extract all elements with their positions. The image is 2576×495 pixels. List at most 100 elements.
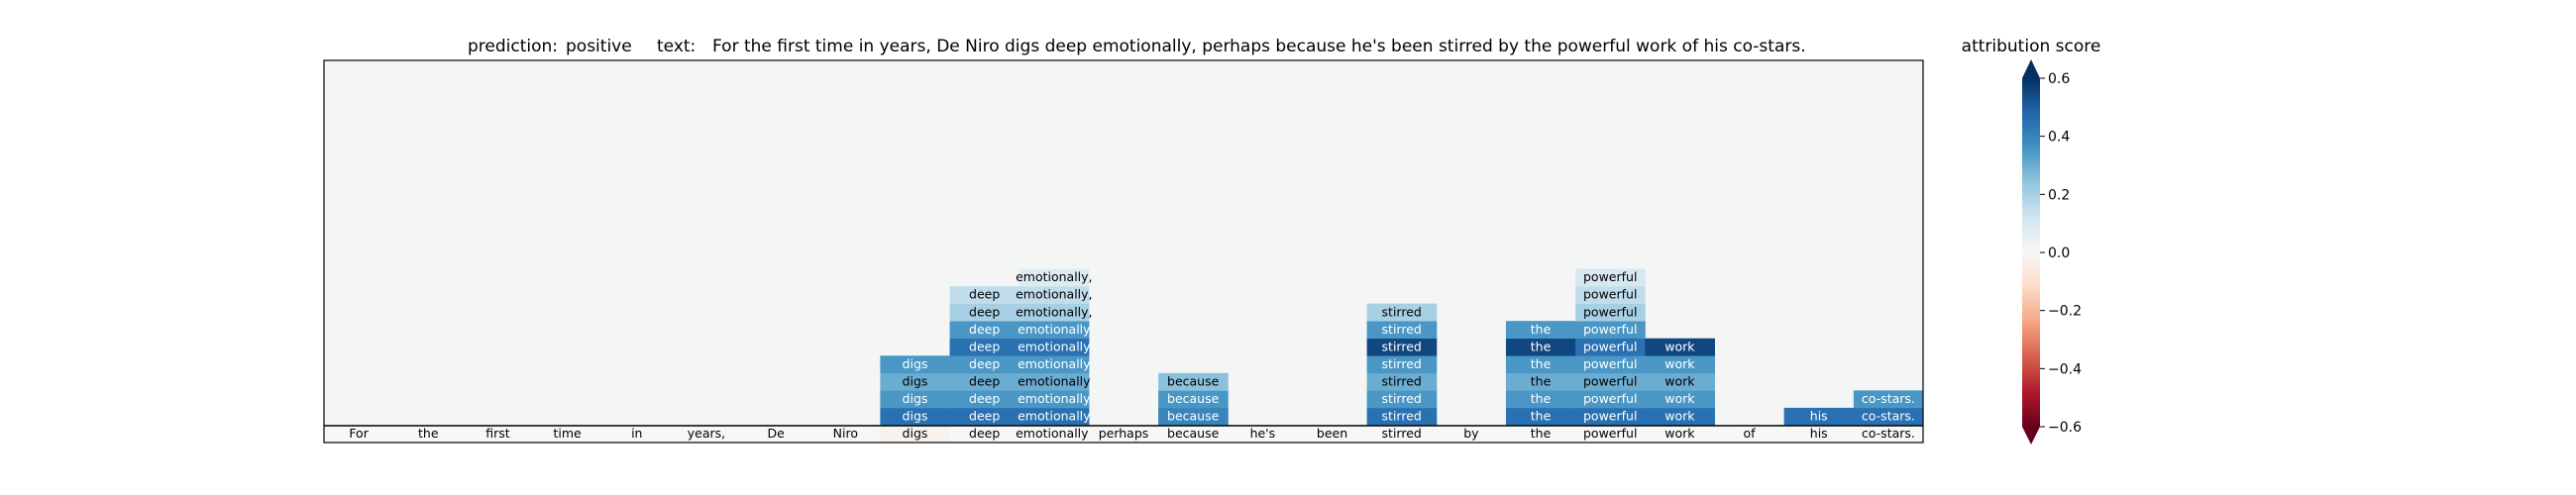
cell-label: work (1664, 356, 1695, 371)
token-label: the (1531, 426, 1552, 441)
cell-label: digs (903, 373, 928, 388)
cell-label: because (1167, 373, 1220, 388)
token-label: De (767, 426, 785, 441)
token-cell (1228, 425, 1298, 443)
attribution-cell (1019, 390, 1090, 409)
cell-label: the (1531, 373, 1552, 388)
cell-label: the (1531, 322, 1552, 337)
token-label: been (1317, 426, 1347, 441)
cell-label: powerful (1583, 356, 1637, 371)
cell-label: deep (969, 409, 1000, 424)
token-cell (601, 425, 673, 443)
attribution-cell (1158, 390, 1229, 409)
heatmap-plot: digs deep emotionally because stirred the powe… (323, 59, 1924, 444)
attribution-cell (1853, 407, 1924, 426)
token-label: he's (1250, 426, 1276, 441)
token-cell (1019, 425, 1090, 443)
cell-label: the (1531, 339, 1552, 353)
token-label: Niro (833, 426, 858, 441)
attribution-cell (1645, 407, 1715, 426)
colorbar-tick-label: −0.4 (2048, 361, 2082, 377)
cell-label: deep (969, 356, 1000, 371)
plot-frame (323, 59, 1924, 444)
attribution-cell (880, 372, 951, 391)
token-cell (1436, 425, 1507, 443)
colorbar-extend-max (2022, 59, 2040, 78)
token-cell (463, 425, 534, 443)
cell-label: deep (969, 304, 1000, 319)
attribution-cell (1575, 286, 1646, 304)
token-label: his (1810, 426, 1828, 441)
heatmap-cells: digs deep emotionally because stirred the powe… (880, 268, 1924, 426)
token-label: first (485, 426, 510, 441)
attribution-cell (1366, 407, 1438, 426)
token-label: For (349, 426, 369, 441)
cell-label: work (1664, 409, 1695, 424)
token-label: stirred (1382, 426, 1422, 441)
attribution-cell (949, 390, 1020, 409)
attribution-cell (1575, 372, 1646, 391)
attribution-cell (1019, 407, 1090, 426)
colorbar-title: attribution score (1962, 37, 2101, 56)
attribution-cell (1019, 268, 1090, 287)
cell-label: stirred (1382, 304, 1422, 319)
cell-label: work (1664, 339, 1695, 353)
cell-label: powerful (1583, 373, 1637, 388)
cell-label: work (1664, 391, 1695, 406)
attribution-cell (1645, 338, 1715, 356)
attribution-cell (1505, 390, 1576, 409)
token-cell (1297, 425, 1368, 443)
cell-label: digs (903, 391, 928, 406)
cell-label: the (1531, 356, 1552, 371)
cell-label: because (1167, 409, 1220, 424)
attribution-cell (1019, 372, 1090, 391)
cell-label: work (1664, 373, 1695, 388)
token-cell (880, 425, 951, 443)
colorbar-extend-min (2022, 427, 2040, 445)
attribution-cell (1853, 390, 1924, 409)
attribution-cell (1575, 321, 1646, 340)
cell-label: emotionally, (1016, 287, 1092, 302)
cell-label: stirred (1382, 339, 1422, 353)
token-label: deep (969, 426, 1000, 441)
token-label: digs (903, 426, 928, 441)
cell-label: powerful (1583, 304, 1637, 319)
attribution-cell (1575, 407, 1646, 426)
colorbar-tick-label: 0.6 (2048, 71, 2070, 87)
attribution-cell (1505, 372, 1576, 391)
cell-label: emotionally (1018, 339, 1091, 353)
attribution-cell (949, 338, 1020, 356)
attribution-cell (1505, 321, 1576, 340)
cell-label: deep (969, 322, 1000, 337)
cell-label: powerful (1583, 322, 1637, 337)
cell-label: emotionally, (1016, 304, 1092, 319)
token-label: emotionally, (1016, 426, 1092, 441)
token-row: For the first time in years, De Niro digs deep emo… (324, 425, 1924, 443)
cell-label: powerful (1583, 269, 1637, 284)
attribution-cell (1645, 372, 1715, 391)
token-cell (1853, 425, 1924, 443)
token-cell (393, 425, 464, 443)
cell-label: co-stars. (1862, 391, 1915, 406)
token-cell (1783, 425, 1855, 443)
attribution-cell (1505, 338, 1576, 356)
cell-label: emotionally (1018, 373, 1091, 388)
token-cell (1088, 425, 1159, 443)
cell-label: digs (903, 409, 928, 424)
attribution-cell (1575, 268, 1646, 287)
attribution-cell (949, 355, 1020, 374)
attribution-cell (1366, 338, 1438, 356)
attribution-cell (1019, 286, 1090, 304)
attribution-cell (1158, 372, 1229, 391)
cell-label: powerful (1583, 391, 1637, 406)
colorbar-gradient (2022, 78, 2040, 427)
attribution-cell (880, 355, 951, 374)
cell-label: deep (969, 391, 1000, 406)
attribution-cell (1575, 355, 1646, 374)
token-cell (532, 425, 603, 443)
token-label: of (1744, 426, 1757, 441)
token-label: perhaps (1099, 426, 1149, 441)
colorbar-ticks: 0.6 0.4 0.2 0.0 −0.2 −0.4 −0.6 (2040, 71, 2082, 436)
token-label: by (1463, 426, 1479, 441)
cell-label: powerful (1583, 409, 1637, 424)
